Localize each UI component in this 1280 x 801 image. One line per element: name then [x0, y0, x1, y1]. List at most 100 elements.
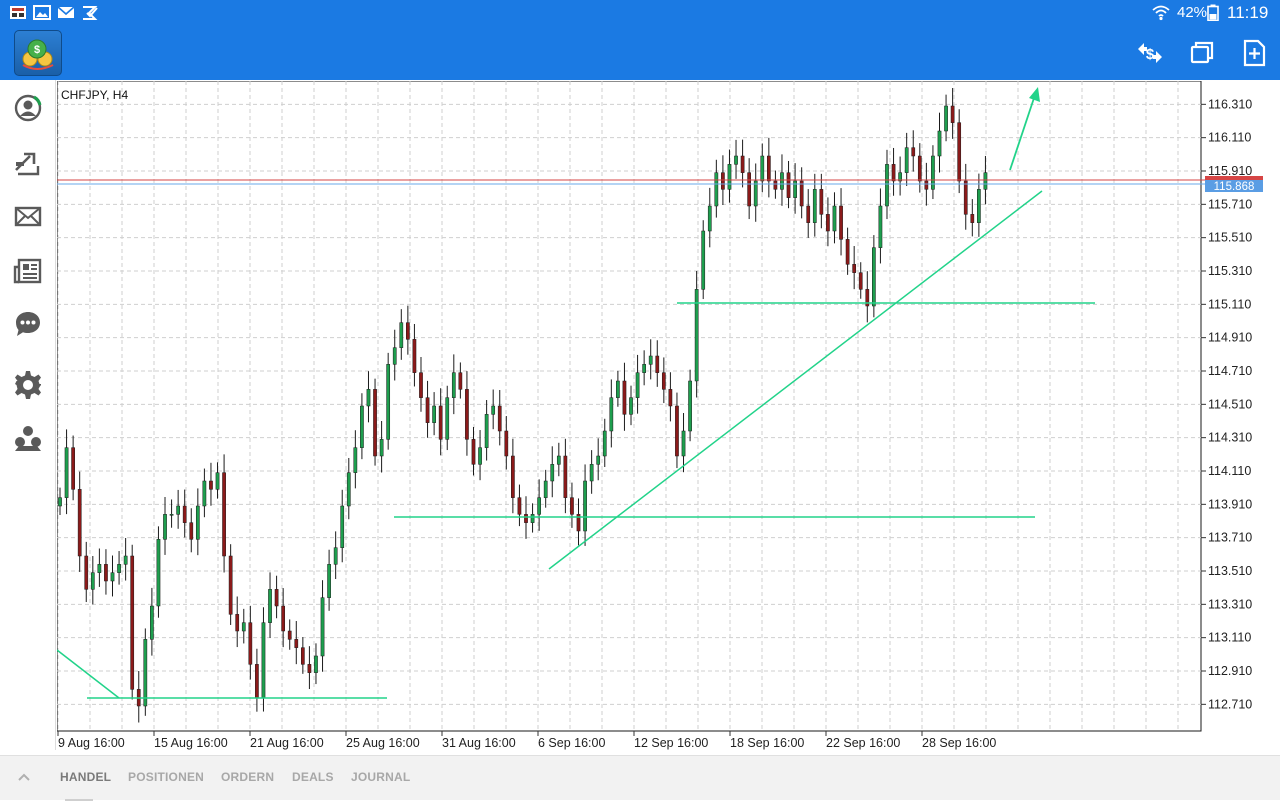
- time-tick-label: 9 Aug 16:00: [58, 736, 125, 750]
- tab-handel[interactable]: HANDEL: [60, 770, 112, 784]
- candle-body: [412, 339, 417, 373]
- window-copy-icon[interactable]: [1186, 38, 1218, 68]
- tab-journal[interactable]: JOURNAL: [351, 770, 411, 784]
- candle-body: [648, 355, 653, 365]
- candle-body: [753, 180, 758, 207]
- trendline-top-left: [57, 649, 120, 699]
- candle-body: [858, 272, 863, 290]
- price-tick-label: 113.310: [1208, 597, 1252, 611]
- candle-body: [58, 497, 62, 507]
- status-bar: 42% 11:19: [0, 0, 1280, 26]
- arrow-head-icon: [1029, 87, 1040, 102]
- candle-body: [898, 172, 902, 182]
- tab-deals[interactable]: DEALS: [292, 770, 334, 784]
- candle-body: [806, 205, 811, 223]
- candle-body: [819, 189, 824, 215]
- candle-body: [169, 514, 174, 516]
- candle-body: [550, 464, 555, 482]
- candle-body: [799, 180, 804, 207]
- candle-body: [826, 214, 830, 232]
- candle-body: [333, 547, 338, 565]
- new-document-icon[interactable]: [1238, 38, 1270, 68]
- price-tick-label: 115.510: [1208, 231, 1252, 245]
- chevron-up-icon[interactable]: [17, 770, 31, 784]
- sidebar: [0, 80, 56, 750]
- candle-body: [478, 447, 482, 465]
- chat-icon[interactable]: [12, 308, 44, 340]
- candle-body: [681, 430, 686, 457]
- candle-body: [202, 480, 207, 507]
- candle-body: [734, 155, 738, 165]
- clock: 11:19: [1227, 3, 1269, 22]
- candle-body: [71, 447, 75, 490]
- candle-body: [241, 622, 246, 632]
- candle-body: [373, 389, 377, 457]
- image-icon: [33, 5, 51, 20]
- candle-body: [471, 439, 476, 465]
- candle-body: [556, 455, 561, 465]
- candle-body: [117, 564, 121, 573]
- candle-body: [320, 597, 325, 657]
- tab-ordern[interactable]: ORDERN: [221, 770, 275, 784]
- candle-body: [432, 405, 436, 423]
- candle-body: [694, 289, 699, 382]
- candle-body: [353, 447, 358, 473]
- uptrend-line: [548, 190, 1043, 570]
- news-icon[interactable]: [12, 255, 44, 287]
- gallery-app-icon: [10, 6, 26, 19]
- candle-body: [228, 555, 233, 615]
- candle-body: [484, 414, 489, 448]
- candle-body: [97, 564, 102, 573]
- candle-body: [543, 480, 548, 498]
- price-tick-label: 113.710: [1208, 531, 1252, 545]
- community-icon[interactable]: [12, 422, 44, 454]
- candle-body: [314, 655, 318, 673]
- metatrader-logo-icon[interactable]: $: [14, 30, 62, 76]
- app-bar: $ $: [0, 26, 1280, 80]
- forecast-arrow: [1009, 94, 1036, 171]
- candle-body: [517, 497, 522, 515]
- candle-body: [878, 205, 883, 248]
- candle-body: [163, 514, 167, 540]
- candle-body: [852, 264, 857, 273]
- candle-body: [937, 130, 942, 157]
- currency-swap-icon[interactable]: $: [1134, 38, 1166, 68]
- candle-body: [616, 380, 620, 398]
- trade-arrow-icon[interactable]: [12, 146, 44, 178]
- account-icon[interactable]: [12, 92, 44, 124]
- drawn-lines: [57, 87, 1095, 699]
- candle-body: [891, 164, 896, 182]
- candle-body: [812, 189, 817, 223]
- candle-body: [727, 164, 732, 190]
- price-tick-label: 114.910: [1208, 331, 1252, 345]
- mail-icon[interactable]: [12, 200, 44, 232]
- settings-icon[interactable]: [12, 368, 44, 400]
- candle-body: [865, 289, 870, 307]
- price-tick-label: 115.910: [1208, 164, 1252, 178]
- candle-body: [524, 514, 528, 523]
- candle-body: [688, 380, 692, 432]
- battery-percent: 42%: [1177, 4, 1208, 21]
- candle-body: [64, 447, 69, 498]
- candle-body: [287, 630, 292, 640]
- candle-body: [346, 472, 351, 507]
- tab-positionen[interactable]: POSITIONEN: [128, 770, 205, 784]
- candle-body: [491, 405, 496, 415]
- candle-body: [274, 589, 279, 607]
- candle-body: [386, 364, 391, 440]
- time-tick-label: 18 Sep 16:00: [730, 736, 804, 750]
- price-tick-label: 116.310: [1208, 97, 1252, 111]
- price-tick-label: 114.710: [1208, 364, 1252, 378]
- candle-body: [195, 505, 200, 540]
- candle-body: [366, 389, 371, 407]
- price-chart[interactable]: 115.868 116.310 116.110 115.910 115.710 115.…: [57, 81, 1280, 750]
- candle-body: [832, 205, 837, 232]
- svg-text:$: $: [34, 44, 40, 56]
- candle-body: [655, 355, 660, 373]
- candle-body: [642, 364, 646, 373]
- candle-body: [780, 172, 784, 190]
- candle-body: [589, 464, 594, 482]
- candle-body: [438, 405, 443, 440]
- candle-body: [622, 380, 627, 415]
- candle-body: [609, 397, 614, 432]
